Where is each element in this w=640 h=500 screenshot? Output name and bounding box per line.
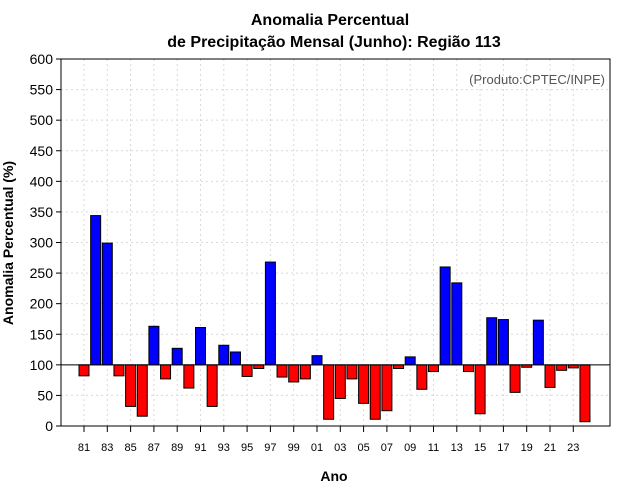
bar-24 xyxy=(579,364,591,423)
x-axis-label: Ano xyxy=(320,468,347,484)
bar-81 xyxy=(78,364,90,377)
bar-16 xyxy=(486,317,498,366)
bar-09 xyxy=(404,356,416,366)
y-tick-label: 50 xyxy=(37,387,53,403)
y-tick-label: 100 xyxy=(30,357,54,373)
bar-92 xyxy=(206,364,218,407)
x-tick-label: 81 xyxy=(78,442,90,454)
bar-05 xyxy=(358,364,370,404)
x-tick-label: 97 xyxy=(264,442,276,454)
chart-title-line-2: de Precipitação Mensal (Junho): Região 1… xyxy=(167,34,501,51)
bar-98 xyxy=(276,364,288,378)
x-axis: 81 83 85 87 89 91 93 95 97 99 01 03 05 07 09 11 13 15 17 19… xyxy=(78,426,579,454)
x-tick-label: 99 xyxy=(288,442,300,454)
x-tick-label: 83 xyxy=(101,442,113,454)
bar-15 xyxy=(474,364,486,415)
y-axis: 0 50 100 150 200 250 300 350 400 450 500 550 600 xyxy=(30,51,61,434)
y-tick-label: 500 xyxy=(30,112,54,128)
y-axis-label: Anomalia Percentual (%) xyxy=(0,161,16,325)
bar-99 xyxy=(288,364,300,383)
x-tick-label: 09 xyxy=(404,442,416,454)
bar-84 xyxy=(113,364,125,377)
bar-89 xyxy=(171,347,183,366)
x-tick-label: 13 xyxy=(451,442,463,454)
bar-91 xyxy=(195,327,206,366)
x-tick-label: 05 xyxy=(357,442,369,454)
y-tick-label: 400 xyxy=(30,173,54,189)
bars-layer xyxy=(78,215,591,423)
bar-94 xyxy=(229,351,241,366)
bar-02 xyxy=(323,364,335,420)
bar-17 xyxy=(497,319,509,366)
bar-00 xyxy=(299,364,311,380)
bar-06 xyxy=(369,364,381,420)
bar-03 xyxy=(334,364,346,399)
bar-08 xyxy=(393,364,405,369)
x-tick-label: 01 xyxy=(311,442,323,454)
x-tick-label: 95 xyxy=(241,442,253,454)
bar-10 xyxy=(416,364,428,390)
bar-04 xyxy=(346,364,358,380)
bar-13 xyxy=(451,282,463,366)
x-tick-label: 89 xyxy=(171,442,183,454)
bar-86 xyxy=(136,364,148,417)
x-tick-label: 17 xyxy=(497,442,509,454)
bar-95 xyxy=(241,364,253,377)
source-note: (Produto:CPTEC/INPE) xyxy=(469,72,605,87)
y-tick-label: 350 xyxy=(30,204,54,220)
y-tick-label: 450 xyxy=(30,143,54,159)
y-tick-label: 0 xyxy=(45,418,53,434)
bar-87 xyxy=(148,325,160,366)
y-tick-label: 550 xyxy=(30,82,54,98)
bar-22 xyxy=(556,364,568,371)
bar-14 xyxy=(462,364,474,373)
bar-97 xyxy=(264,261,276,366)
bar-90 xyxy=(183,364,195,389)
x-tick-label: 07 xyxy=(381,442,393,454)
y-tick-label: 300 xyxy=(30,235,54,251)
x-tick-label: 11 xyxy=(428,442,439,454)
x-tick-label: 21 xyxy=(544,442,556,454)
x-tick-label: 15 xyxy=(474,442,486,454)
bar-07 xyxy=(381,364,393,412)
chart-title-line-1: Anomalia Percentual xyxy=(251,12,409,29)
bar-18 xyxy=(509,364,521,393)
x-tick-label: 93 xyxy=(218,442,230,454)
bar-83 xyxy=(101,242,113,366)
bar-01 xyxy=(311,355,323,366)
bar-96 xyxy=(253,364,265,369)
bar-82 xyxy=(90,215,102,366)
bar-11 xyxy=(428,364,439,373)
bar-20 xyxy=(532,319,544,366)
y-tick-label: 600 xyxy=(30,51,54,67)
x-tick-label: 91 xyxy=(194,442,206,454)
x-tick-label: 03 xyxy=(334,442,346,454)
bar-21 xyxy=(544,364,556,388)
y-tick-label: 250 xyxy=(30,265,54,281)
bar-12 xyxy=(439,266,451,366)
bar-85 xyxy=(125,364,137,407)
x-tick-label: 85 xyxy=(124,442,136,454)
x-tick-label: 87 xyxy=(148,442,160,454)
bar-88 xyxy=(160,364,172,380)
y-tick-label: 150 xyxy=(30,326,54,342)
y-tick-label: 200 xyxy=(30,296,54,312)
x-tick-label: 23 xyxy=(567,442,579,454)
x-tick-label: 19 xyxy=(521,442,533,454)
bar-93 xyxy=(218,344,230,366)
